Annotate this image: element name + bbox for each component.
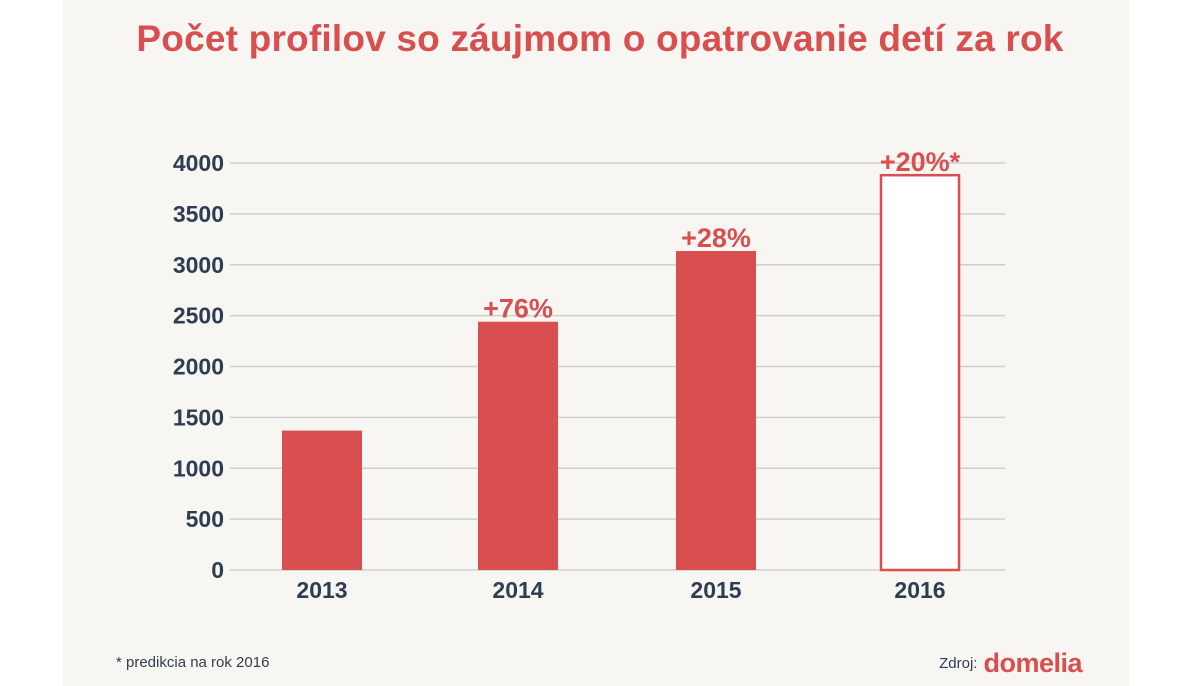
data-label-2014: +76% — [483, 294, 553, 324]
y-tick-label: 2000 — [173, 354, 224, 380]
source-label: Zdroj: — [939, 655, 978, 672]
y-axis-tick-labels: 0 500 1000 1500 2000 2500 3000 3500 4000 — [173, 150, 224, 583]
bar-2015 — [676, 251, 756, 571]
bar-2014 — [478, 321, 558, 570]
bar-2016 — [879, 173, 961, 572]
x-tick-label-2015: 2015 — [690, 577, 741, 603]
y-tick-label: 1500 — [173, 404, 224, 430]
y-tick-label: 3500 — [173, 201, 224, 227]
prediction-footnote: * predikcia na rok 2016 — [116, 654, 270, 671]
chart-title: Počet profilov so záujmom o opatrovanie … — [136, 18, 1064, 59]
y-tick-label: 2500 — [173, 303, 224, 329]
x-axis-category-labels: 2013 2014 2015 2016 — [296, 577, 945, 603]
y-tick-label: 4000 — [173, 150, 224, 176]
source-attribution: Zdroj: domelia — [939, 648, 1082, 679]
bar-data-labels: +76% +28% +20%* — [483, 147, 961, 324]
domelia-logo[interactable]: domelia — [983, 648, 1082, 678]
x-tick-label-2013: 2013 — [296, 577, 347, 603]
data-label-2016: +20%* — [880, 147, 961, 177]
y-tick-label: 0 — [211, 557, 224, 583]
x-tick-label-2014: 2014 — [492, 577, 543, 603]
y-tick-label: 3000 — [173, 252, 224, 278]
grid-lines — [230, 162, 1005, 571]
x-tick-label-2016: 2016 — [894, 577, 945, 603]
bars — [282, 173, 961, 572]
y-tick-label: 1000 — [173, 455, 224, 481]
y-tick-label: 500 — [186, 506, 224, 532]
data-label-2015: +28% — [681, 223, 751, 253]
bar-2013 — [282, 430, 362, 570]
